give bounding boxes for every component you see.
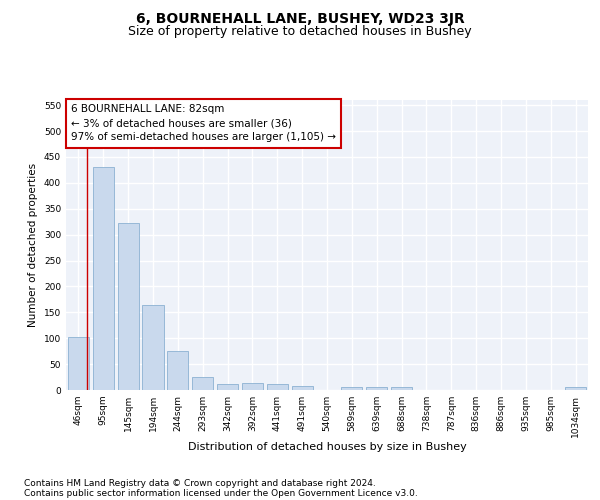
Bar (93, 168, 114, 390)
Text: Size of property relative to detached houses in Bushey: Size of property relative to detached ho… (128, 25, 472, 38)
Bar (192, 376, 213, 390)
Bar (565, 387, 586, 390)
X-axis label: Distribution of detached houses by size in Bushey: Distribution of detached houses by size … (188, 442, 466, 452)
Bar (391, 387, 412, 390)
Bar (242, 384, 263, 390)
Bar (366, 387, 387, 390)
Text: 6, BOURNEHALL LANE, BUSHEY, WD23 3JR: 6, BOURNEHALL LANE, BUSHEY, WD23 3JR (136, 12, 464, 26)
Bar (142, 304, 164, 390)
Bar (267, 384, 288, 390)
Bar (217, 384, 238, 390)
Bar (167, 350, 188, 390)
Bar (292, 386, 313, 390)
Text: 6 BOURNEHALL LANE: 82sqm
← 3% of detached houses are smaller (36)
97% of semi-de: 6 BOURNEHALL LANE: 82sqm ← 3% of detache… (71, 104, 336, 142)
Text: Contains public sector information licensed under the Open Government Licence v3: Contains public sector information licen… (24, 488, 418, 498)
Bar (118, 223, 139, 390)
Text: Contains HM Land Registry data © Crown copyright and database right 2024.: Contains HM Land Registry data © Crown c… (24, 478, 376, 488)
Y-axis label: Number of detached properties: Number of detached properties (28, 163, 38, 327)
Bar (68, 336, 89, 390)
Bar (341, 387, 362, 390)
